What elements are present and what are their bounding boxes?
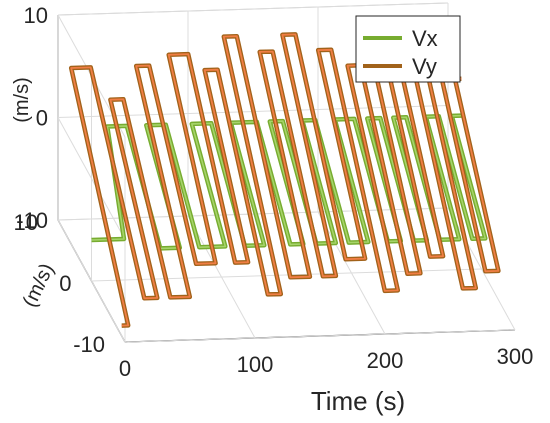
x-tick-label: 0 bbox=[119, 356, 131, 381]
x-tick-label: 200 bbox=[367, 348, 404, 373]
y-tick-label: 0 bbox=[59, 271, 71, 296]
y-axis-label: (m/s) bbox=[19, 260, 59, 311]
x-axis-label: Time (s) bbox=[311, 386, 405, 416]
legend: Vx Vy bbox=[355, 15, 461, 83]
legend-label-vy: Vy bbox=[412, 54, 437, 79]
grid-back-z-2 bbox=[57, 2, 449, 16]
z-tick-label: -10 bbox=[16, 208, 48, 233]
series-layer bbox=[68, 32, 501, 328]
y-tick-label: -10 bbox=[73, 332, 105, 357]
legend-box bbox=[355, 15, 461, 83]
y-tick-label: 10 bbox=[14, 210, 38, 235]
z-axis-label: (m/s) bbox=[11, 77, 33, 123]
z-tick-label: 0 bbox=[36, 106, 48, 131]
series-line-vy-highlight bbox=[70, 33, 500, 327]
grid-floor-y-1 bbox=[91, 268, 482, 282]
z-tick-label: 10 bbox=[24, 3, 48, 28]
legend-label-vx: Vx bbox=[412, 26, 438, 51]
grid-floor-y-0 bbox=[124, 329, 516, 343]
x-tick-label: 100 bbox=[237, 352, 274, 377]
x-tick-label: 300 bbox=[497, 344, 534, 369]
